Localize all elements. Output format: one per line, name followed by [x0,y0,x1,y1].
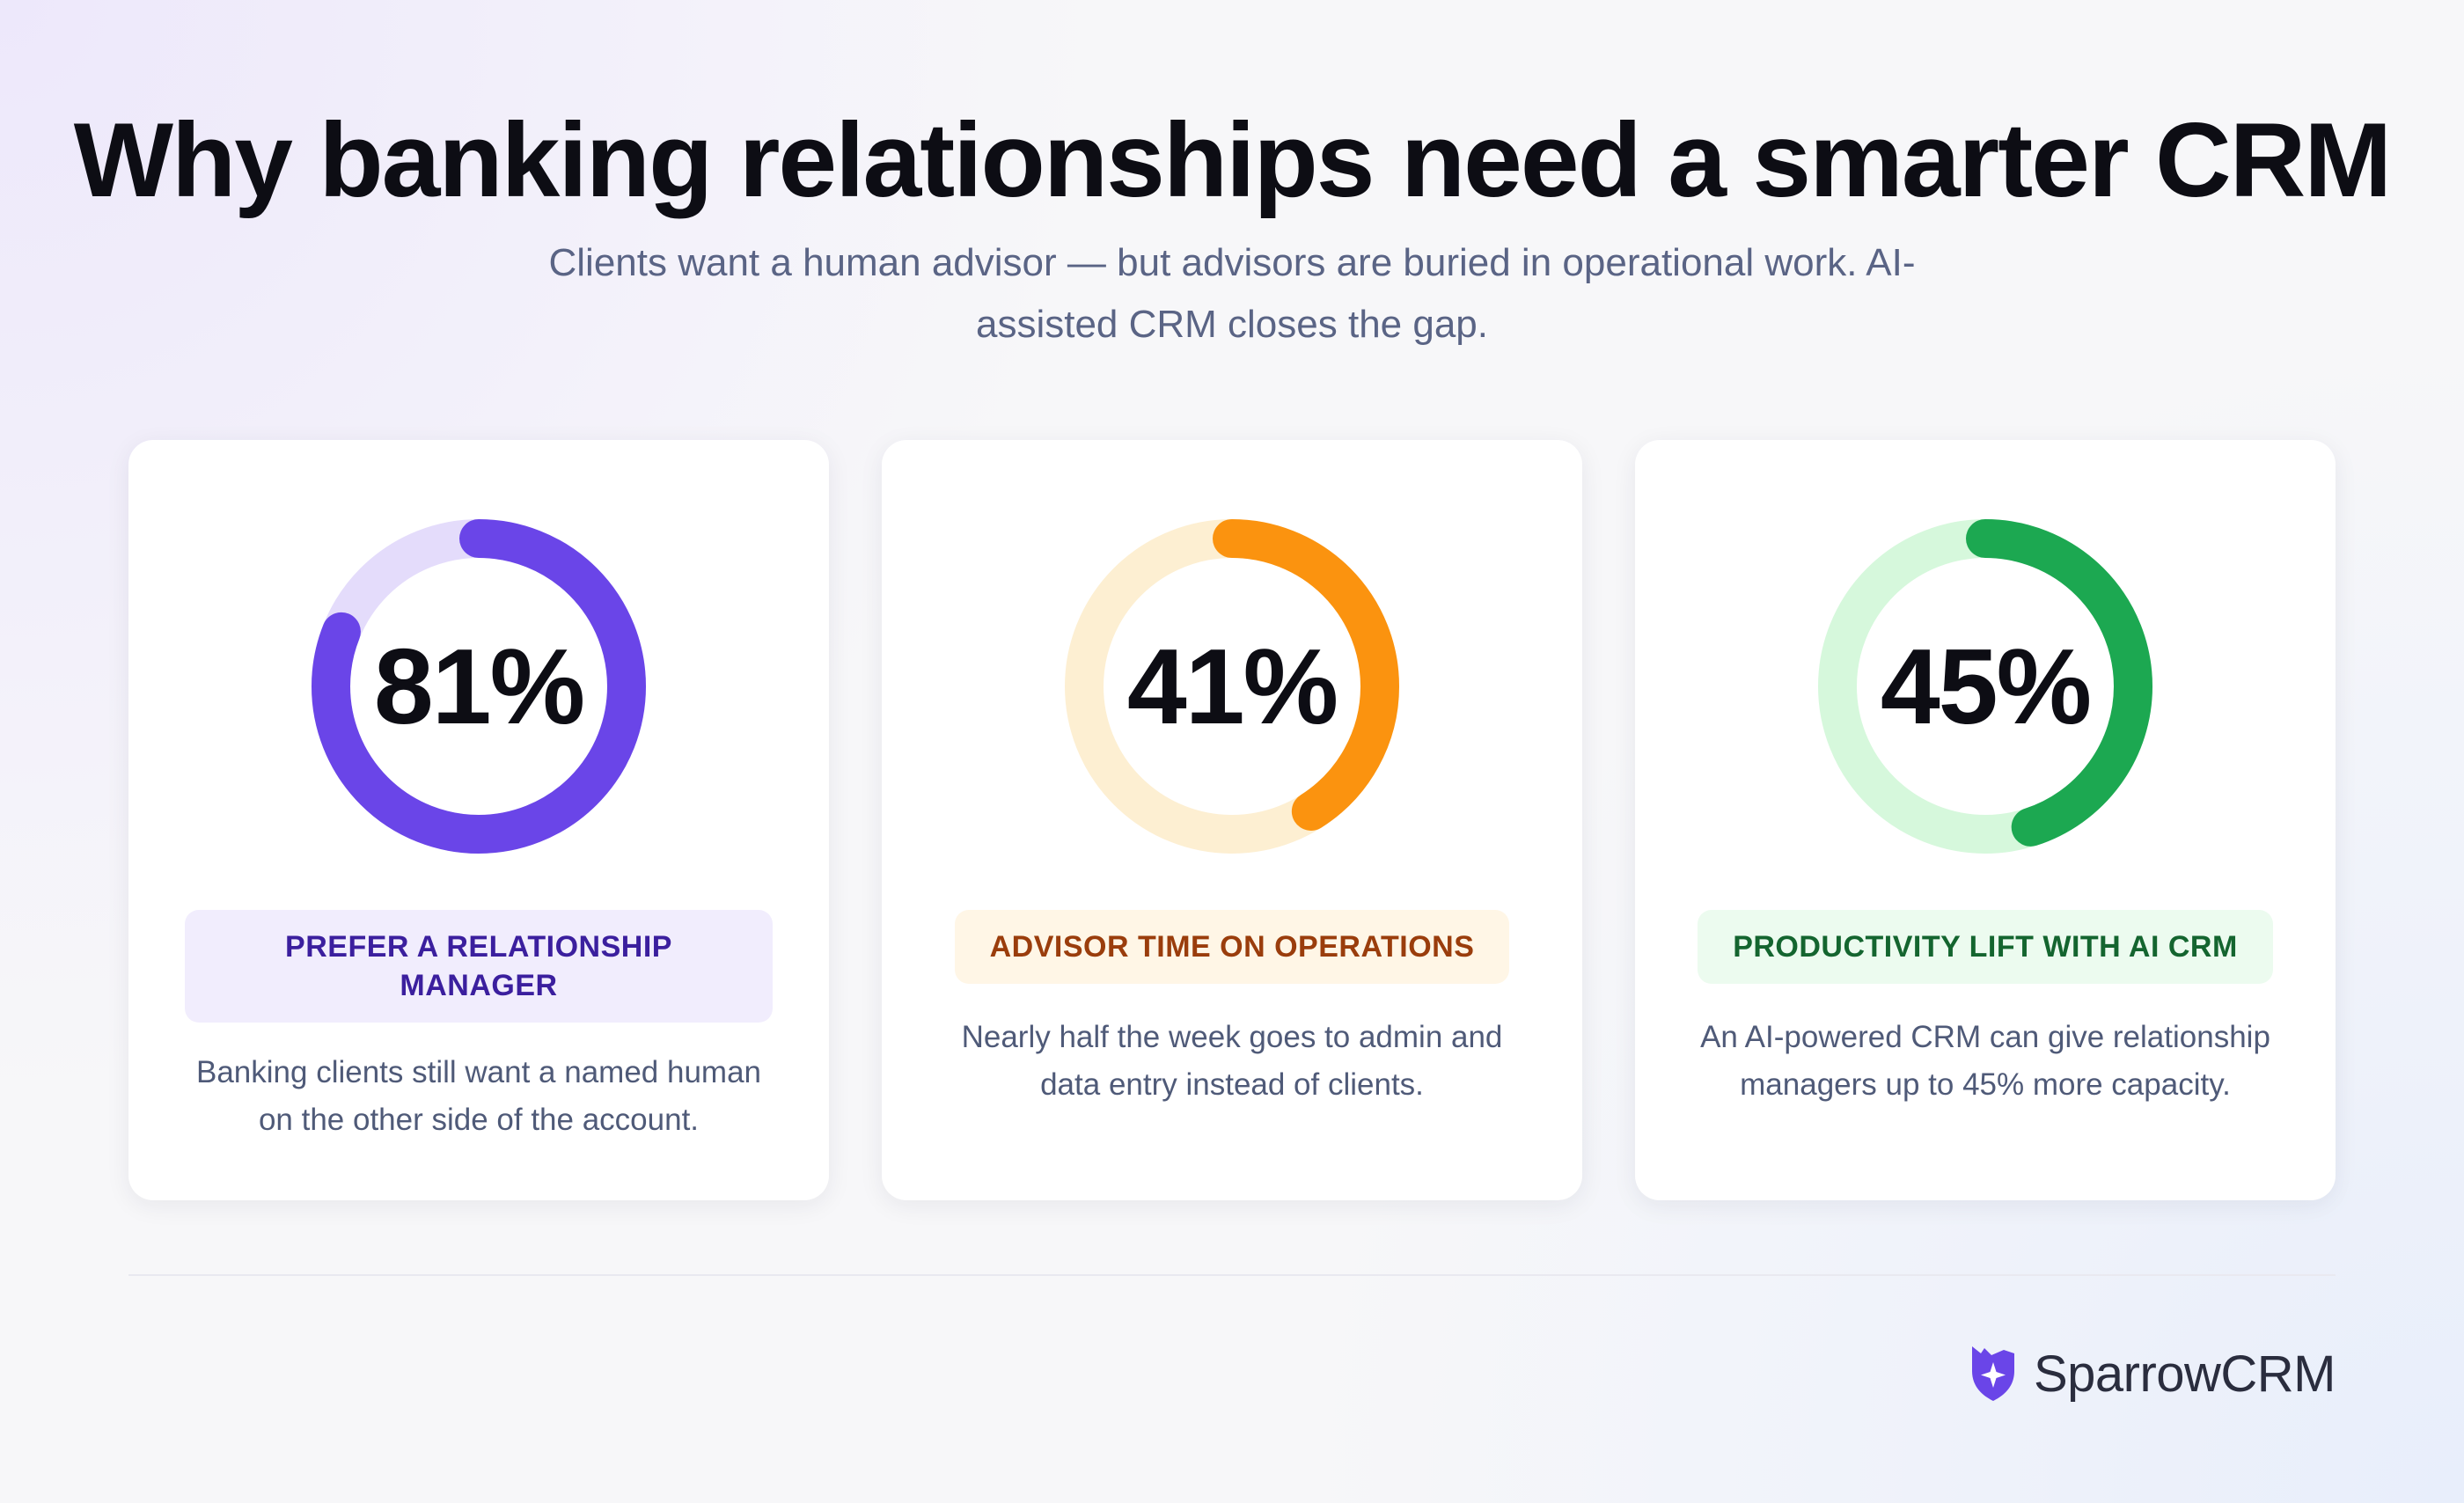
logo-sparkle [1980,1362,2006,1388]
page-title: Why banking relationships need a smarter… [73,101,2393,219]
stat-description: An AI-powered CRM can give relationship … [1700,1020,2270,1102]
stat-card-advisor-time: 41% ADVISOR TIME ON OPERATIONS Nearly ha… [882,440,1582,1200]
sparrow-shield-icon [1965,1341,2021,1407]
stat-description: Nearly half the week goes to admin and d… [961,1020,1503,1102]
donut-svg [1818,519,2152,854]
donut-svg [312,519,646,854]
brand-logo: SparrowCRM [1965,1341,2336,1407]
stat-label-badge: PRODUCTIVITY LIFT WITH AI CRM [1698,910,2273,984]
stat-label-badge: ADVISOR TIME ON OPERATIONS [954,910,1510,984]
stat-description: Banking clients still want a named human… [195,1055,761,1137]
footer-divider [128,1274,2336,1276]
page-subtitle: Clients want a human advisor — but advis… [548,241,1916,346]
donut-value-arc [1818,519,2152,854]
stat-card-relationship-manager: 81% PREFER A RELATIONSHIP MANAGER Bankin… [128,440,829,1200]
donut-chart: 41% [1065,519,1399,854]
donut-chart: 45% [1818,519,2152,854]
donut-value-arc [312,519,646,854]
donut-value-label: 45% [1880,627,2092,746]
donut-chart: 81% [312,519,646,854]
brand-name: SparrowCRM [2033,1345,2336,1403]
donut-value-label: 81% [373,627,585,746]
logo-svg [1971,1346,2014,1401]
donut-value-label: 41% [1126,627,1338,746]
stat-label-badge: PREFER A RELATIONSHIP MANAGER [185,910,773,1023]
donut-svg [1065,519,1399,854]
donut-value-arc [1065,519,1399,854]
stat-card-productivity-lift: 45% PRODUCTIVITY LIFT WITH AI CRM An AI-… [1635,440,2336,1200]
